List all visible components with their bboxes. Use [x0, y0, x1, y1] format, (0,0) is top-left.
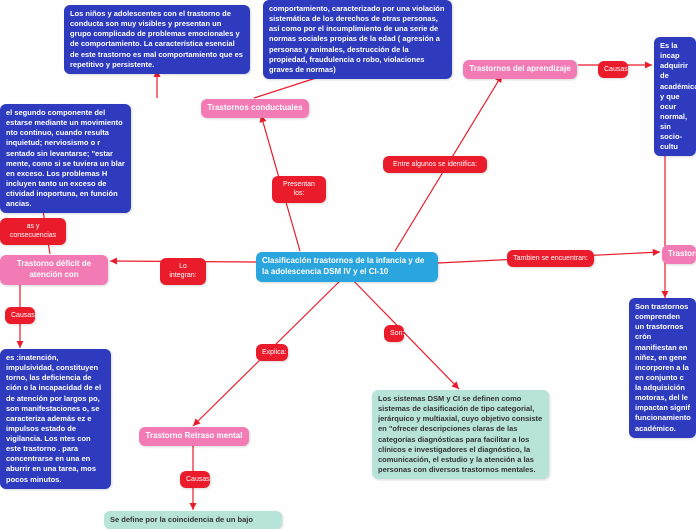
node-n2: comportamiento, caracterizado por una vi… — [263, 0, 452, 79]
node-n18: Son: — [384, 325, 404, 342]
node-n12: Trastorno Retraso mental — [139, 427, 249, 446]
node-n7: Los sistemas DSM y CI se definen como si… — [372, 390, 549, 479]
node-n20: Tambien se encuentran: — [507, 250, 594, 267]
node-n24: as y consecuencias — [0, 218, 66, 245]
node-n10: Trastorno déficit de atención con — [0, 255, 108, 285]
node-n21: Causas — [598, 61, 628, 78]
node-n13: Trastornos del aprendizaje — [463, 60, 577, 79]
node-n4: es :inatención, impulsividad, constituye… — [0, 349, 111, 489]
node-n9: Clasificación trastornos de la infancia … — [256, 252, 438, 282]
node-n5: Son trastornos comprenden un trastornos … — [629, 298, 696, 438]
node-n16: Lo integran: — [160, 258, 206, 285]
node-n6: Es la incap adquirir de académica y que … — [654, 37, 696, 156]
node-n14: Trastorn — [662, 245, 696, 264]
node-n3: el segundo componente del estarse median… — [0, 104, 131, 213]
node-n11: Trastornos conductuales — [201, 99, 309, 118]
node-n15: Presentan los: — [272, 176, 326, 203]
node-n17: Explica: — [256, 344, 288, 361]
node-n8: Se define por la coincidencia de un bajo — [104, 511, 282, 529]
node-n1: Los niños y adolescentes con el trastorn… — [64, 5, 250, 74]
node-n23: Causas — [180, 471, 210, 488]
node-n19: Entre algunos se identifica: — [383, 156, 487, 173]
node-n22: Causas — [5, 307, 35, 324]
